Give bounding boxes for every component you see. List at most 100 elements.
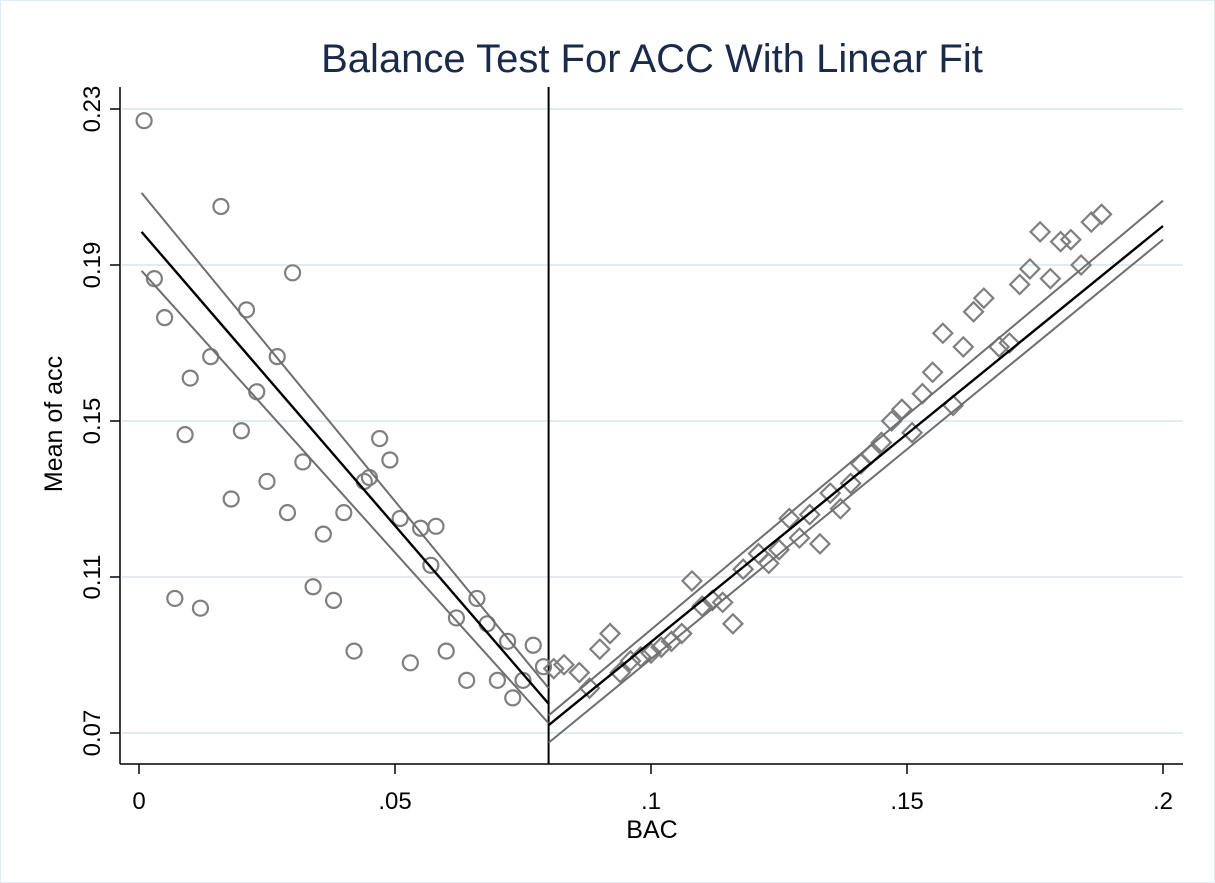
diamond-marker [931,322,954,345]
diamond-marker [880,409,903,433]
circle-marker [258,472,276,491]
ci-upper-line-right [547,199,1164,717]
circle-marker [447,609,466,627]
circle-marker [268,348,286,366]
circle-marker [222,490,240,508]
fit-line-right [547,225,1164,727]
circle-marker [202,348,220,366]
x-tick-label: 0 [132,788,145,815]
diamond-marker [721,612,744,635]
diamond-marker [552,653,576,676]
diamond-marker [952,335,975,358]
diamond-marker [1080,211,1103,234]
diamond-marker [839,472,862,495]
ci-upper-line-left [140,192,550,689]
chart-title: Balance Test For ACC With Linear Fit [321,37,983,81]
ticks-layer: 0.07 0.11 0.15 0.19 0.23 0 .05 .1 .15 .2 [79,86,1173,815]
diamond-marker [1039,267,1062,290]
x-axis-title: BAC [626,816,677,844]
diamond-marker [588,638,611,661]
circle-marker [504,689,522,707]
grid-layer [122,108,1183,734]
circle-marker [135,112,153,130]
circle-marker [294,453,312,471]
circle-marker [381,451,399,469]
circle-marker [191,599,210,617]
diamond-marker [870,431,893,454]
circle-marker [335,504,353,522]
diamond-marker [568,661,591,684]
circle-marker [499,632,517,650]
circle-marker [458,671,476,689]
circle-marker [237,301,256,319]
circle-marker [166,589,184,608]
circle-marker [212,197,230,216]
circle-marker [488,671,506,689]
diamond-marker [1049,230,1072,253]
y-tick-label: 0.19 [79,242,106,289]
circle-marker [422,556,440,574]
circle-marker [468,589,486,608]
circle-marker [391,509,409,528]
ci-lower-line-left [140,270,550,724]
circle-marker [156,309,174,327]
diamond-marker [711,591,734,614]
diamond-marker [767,538,791,561]
y-tick-label: 0.11 [79,555,106,600]
diamond-marker [962,300,985,323]
diamond-marker [1059,228,1082,251]
diamond-marker [542,657,565,680]
fit-layer [140,192,1164,744]
diamond-marker [911,382,934,405]
diamond-marker [998,331,1021,355]
circle-marker [284,264,302,282]
diamond-marker [757,552,780,575]
diamond-marker [1008,273,1031,296]
diamond-marker [1029,220,1052,243]
fit-line-left [140,231,550,705]
diamond-marker [1018,257,1041,280]
circle-marker [278,504,297,522]
circle-marker [524,636,542,654]
diamond-marker [732,558,755,581]
y-axis-title: Mean of acc [40,356,68,492]
diamond-marker [1090,203,1113,226]
diamond-marker [598,622,622,645]
x-tick-label: .15 [890,788,923,815]
diamond-marker [829,497,852,520]
diamond-marker [609,661,632,684]
circle-marker [232,422,250,440]
circle-marker [401,654,419,672]
diamond-marker [670,622,693,645]
diamond-marker [1070,253,1093,277]
diamond-marker [788,526,811,550]
circle-marker [304,578,322,596]
diamond-marker [639,641,663,665]
circle-marker [534,658,553,676]
markers-layer [135,112,1113,707]
y-tick-label: 0.15 [79,398,106,445]
diamond-marker [778,507,801,530]
diamond-marker [921,361,944,384]
circle-marker [176,426,194,444]
x-tick-label: .2 [1153,788,1173,815]
x-tick-label: .1 [641,788,661,815]
circle-marker [314,525,332,543]
diamond-marker [619,649,642,672]
diamond-marker [798,503,821,526]
circle-marker [181,369,199,387]
y-tick-label: 0.07 [79,710,106,757]
circle-marker [427,517,445,535]
circle-marker [371,429,389,448]
diamond-marker [578,677,601,700]
x-tick-label: .05 [378,788,411,815]
circle-marker [437,642,455,660]
ci-lower-line-right [547,238,1164,744]
diamond-marker [819,482,842,505]
diamond-marker [901,421,924,444]
diamond-marker [808,532,832,555]
y-tick-label: 0.23 [79,86,106,133]
